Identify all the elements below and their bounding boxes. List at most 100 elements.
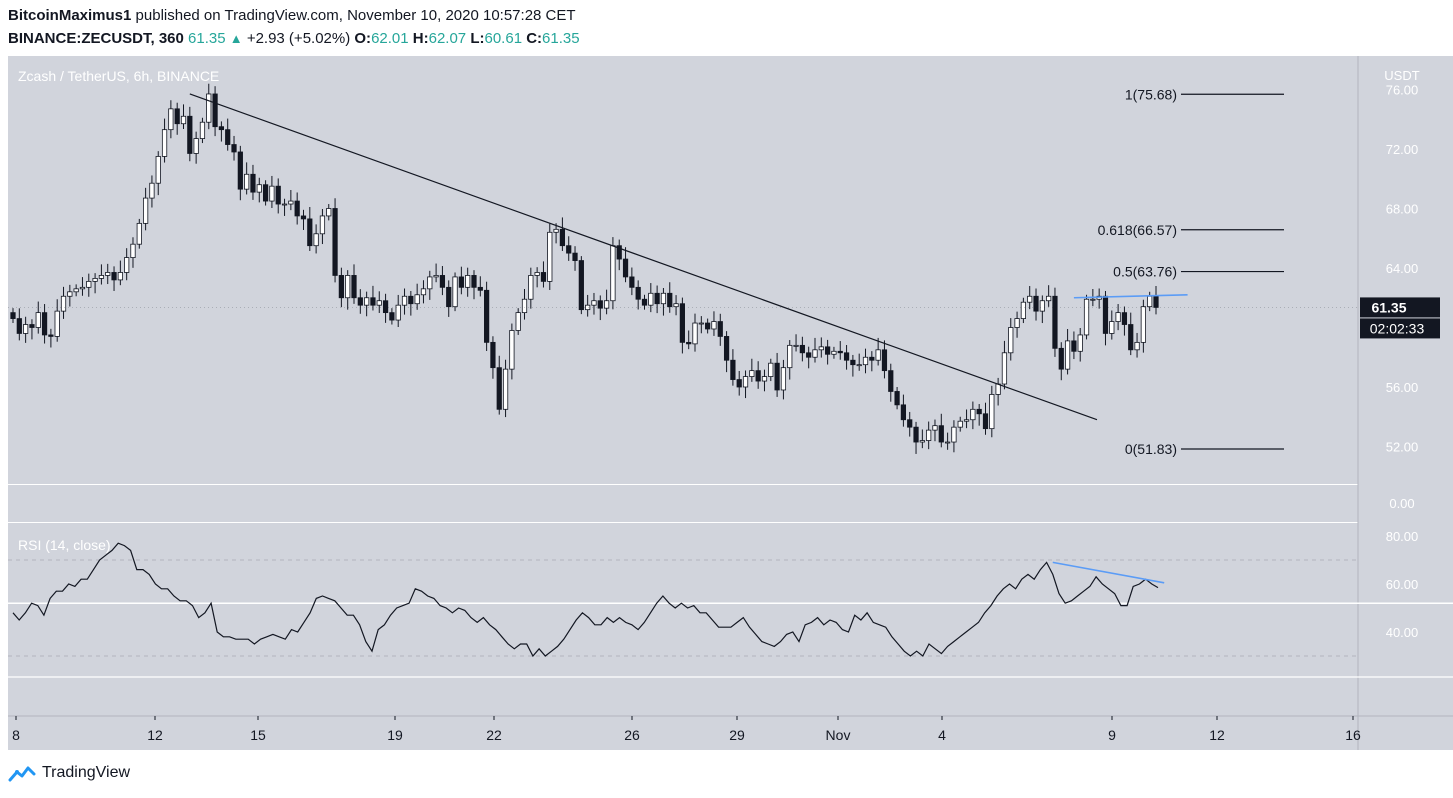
price-axis-area [1358,56,1453,716]
price-tick-label: 76.00 [1386,83,1419,98]
last-price: 61.35 [188,30,226,47]
price-tick-label: 72.00 [1386,142,1419,157]
down-candle [218,126,225,131]
time-tick-label: 12 [1209,727,1225,743]
down-candle [1033,295,1039,312]
rsi-label: RSI (14, close) [18,537,111,553]
pane-title: Zcash / TetherUS, 6h, BINANCE [18,68,219,84]
up-candle [749,370,755,377]
up-candle [54,310,60,337]
down-candle [446,286,452,308]
time-tick-label: 16 [1345,727,1361,743]
up-candle [1090,298,1096,301]
up-candle [79,286,86,290]
up-candle [60,295,67,312]
open-value: 62.01 [371,30,409,47]
up-candle [648,292,654,306]
down-candle [1121,312,1128,325]
up-candle [951,426,957,443]
published-text: published on TradingView.com, November 1… [135,7,576,24]
down-candle [10,312,16,319]
down-candle [717,321,723,337]
up-candle [1109,321,1115,334]
time-tick-label: 26 [624,727,640,743]
up-triangle-icon: ▲ [229,31,243,46]
up-candle [1134,341,1140,351]
up-candle [995,383,1001,395]
up-candle [452,276,458,308]
up-candle [1027,295,1033,303]
price-tick-label: 68.00 [1386,202,1419,217]
up-candle [269,185,275,202]
up-candle [1083,298,1090,336]
down-candle [540,272,547,282]
down-candle [300,215,307,220]
down-candle [723,336,730,361]
down-candle [679,303,685,343]
down-candle [982,413,989,430]
up-candle [1008,327,1014,354]
currency-label: USDT [1384,68,1419,83]
up-candle [692,322,698,345]
up-candle [780,367,787,391]
down-candle [262,184,269,202]
down-candle [1128,324,1134,351]
price-tick-label: 52.00 [1386,440,1419,455]
up-candle [711,321,717,330]
author-name[interactable]: BitcoinMaximus1 [8,7,132,24]
down-candle [938,425,944,443]
volume-pane [8,485,1358,522]
up-candle [124,257,130,273]
up-candle [515,312,521,331]
down-candle [351,275,357,299]
up-candle [98,275,105,279]
up-candle [376,300,382,306]
down-candle [837,350,843,354]
up-candle [831,350,837,355]
up-candle [698,322,704,325]
down-candle [370,297,376,306]
rsi-line [12,542,1159,658]
down-candle [389,312,395,321]
down-candle [187,115,193,154]
down-candle [869,356,875,361]
down-candle [774,362,780,391]
fib-level-label: 0.5(63.76) [1113,264,1177,280]
down-candle [48,334,54,337]
up-candle [1020,301,1026,319]
down-candle [111,272,117,281]
up-candle [970,408,976,421]
up-candle [787,344,793,369]
up-candle [1077,334,1083,352]
up-candle [963,419,970,422]
down-candle [1102,295,1109,334]
up-candle [1115,312,1121,322]
up-candle [862,356,869,366]
down-candle [212,93,218,128]
time-tick-label: 29 [729,727,745,743]
time-tick-label: 8 [12,727,20,743]
down-candle [225,129,231,145]
time-tick-label: Nov [826,727,851,743]
down-candle [1153,295,1159,308]
price-change: +2.93 (+5.02%) [246,30,351,47]
down-candle [736,379,742,388]
down-candle [907,419,913,428]
up-candle [23,324,29,334]
down-candle [705,322,711,330]
up-candle [395,304,401,321]
up-candle [509,330,515,370]
down-candle [458,276,464,288]
down-candle [616,245,622,260]
down-candle [357,297,363,306]
up-candle [1039,300,1045,312]
up-candle [1140,306,1146,343]
down-candle [894,391,900,406]
price-tick-label: 64.00 [1386,261,1419,276]
up-candle [199,121,206,139]
down-candle [559,228,566,247]
tradingview-brand[interactable]: TradingView [42,764,131,781]
up-candle [117,272,123,281]
down-candle [490,341,496,369]
